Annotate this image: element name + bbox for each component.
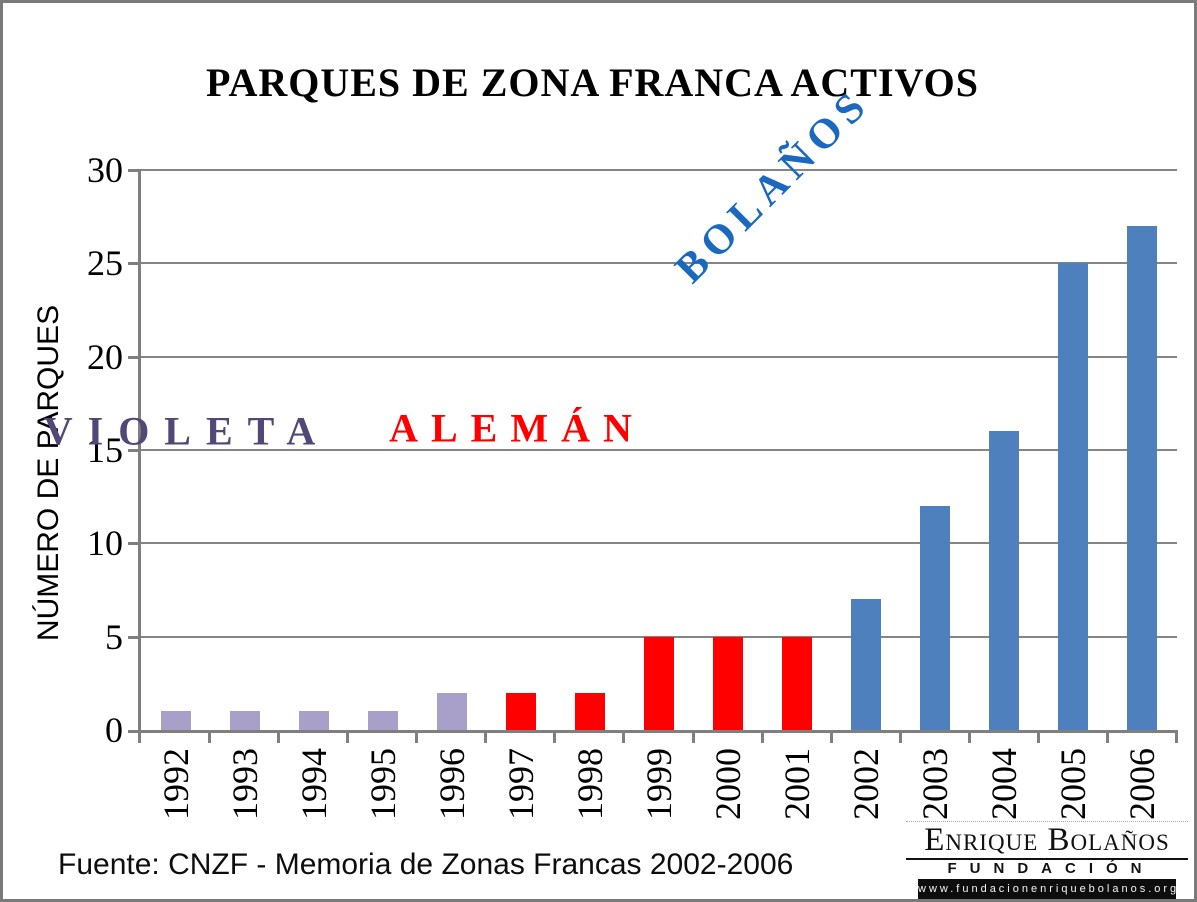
x-tick-11 <box>898 730 902 743</box>
source-note: Fuente: CNZF - Memoria de Zonas Francas … <box>58 848 794 881</box>
x-label-1994: 1994 <box>293 748 334 820</box>
y-tick-30 <box>128 169 141 172</box>
x-label-2006: 2006 <box>1122 748 1163 820</box>
era-label-violeta: VIOLETA <box>43 408 331 454</box>
era-label-aleman: ALEMÁN <box>389 405 645 451</box>
x-label-1992: 1992 <box>155 748 196 820</box>
bar-2001 <box>782 636 813 730</box>
x-tick-13 <box>1036 730 1040 743</box>
bar-1993 <box>229 711 260 730</box>
y-tick-label-30: 30 <box>87 150 123 190</box>
x-tick-1 <box>208 730 212 743</box>
gridline-20 <box>141 355 1177 358</box>
y-tick-label-5: 5 <box>105 616 123 657</box>
bar-1997 <box>505 692 536 730</box>
y-tick-label-20: 20 <box>87 336 123 377</box>
x-tick-10 <box>829 730 833 743</box>
x-tick-8 <box>691 730 695 743</box>
gridline-30 <box>141 169 1177 171</box>
y-axis-line <box>138 170 141 743</box>
bar-2002 <box>851 599 882 730</box>
logo-subtitle: FUNDACIÓN <box>947 860 1155 877</box>
y-tick-label-0: 0 <box>105 710 123 750</box>
y-axis-title: NÚMERO DE PARQUES <box>32 304 65 642</box>
bar-1998 <box>574 692 605 730</box>
x-label-1995: 1995 <box>362 748 403 820</box>
x-tick-14 <box>1105 730 1109 743</box>
x-label-2002: 2002 <box>846 748 887 820</box>
x-label-2004: 2004 <box>984 748 1025 820</box>
x-tick-12 <box>967 730 971 743</box>
gridline-15 <box>141 449 1177 451</box>
bar-2003 <box>920 506 951 730</box>
bar-1995 <box>367 711 398 730</box>
x-label-2005: 2005 <box>1053 748 1094 820</box>
x-label-1993: 1993 <box>224 748 265 820</box>
x-tick-3 <box>346 730 350 743</box>
y-tick-10 <box>128 542 141 546</box>
bar-1999 <box>644 636 674 730</box>
x-label-2000: 2000 <box>708 748 749 820</box>
bar-1992 <box>160 711 191 730</box>
y-tick-label-25: 25 <box>87 243 123 284</box>
gridline-25 <box>141 262 1177 265</box>
gridline-10 <box>141 542 1177 545</box>
bar-2004 <box>989 431 1020 730</box>
x-label-1998: 1998 <box>569 748 610 820</box>
x-tick-5 <box>484 730 488 743</box>
chart-title: PARQUES DE ZONA FRANCA ACTIVOS <box>205 60 979 105</box>
bar-2005 <box>1058 263 1089 730</box>
logo-url: www.fundacionenriquebolanos.org <box>918 879 1176 899</box>
x-axis-line <box>128 730 1177 733</box>
logo-fundacion-enrique-bolanos: Enrique Bolaños FUNDACIÓN www.fundacione… <box>906 821 1188 899</box>
bar-2000 <box>713 636 744 730</box>
logo-title: Enrique Bolaños <box>906 824 1188 860</box>
x-tick-4 <box>415 730 419 743</box>
x-label-1997: 1997 <box>500 748 541 820</box>
y-tick-25 <box>128 262 141 266</box>
plot-area <box>141 169 1177 730</box>
bar-1994 <box>298 711 329 730</box>
x-tick-6 <box>553 730 557 743</box>
x-tick-2 <box>277 730 281 743</box>
x-label-1996: 1996 <box>431 748 472 820</box>
y-tick-15 <box>128 449 141 452</box>
bar-2006 <box>1127 226 1158 730</box>
x-tick-7 <box>622 730 626 743</box>
x-label-1999: 1999 <box>639 748 679 820</box>
x-label-2003: 2003 <box>915 748 956 820</box>
x-tick-15 <box>1175 730 1178 743</box>
bar-1996 <box>436 692 467 730</box>
y-tick-label-15: 15 <box>87 430 123 470</box>
y-tick-5 <box>128 635 141 639</box>
x-label-2001: 2001 <box>777 748 818 820</box>
gridline-5 <box>141 635 1177 638</box>
x-tick-9 <box>760 730 764 743</box>
y-tick-label-10: 10 <box>87 523 123 564</box>
y-tick-20 <box>128 355 141 359</box>
